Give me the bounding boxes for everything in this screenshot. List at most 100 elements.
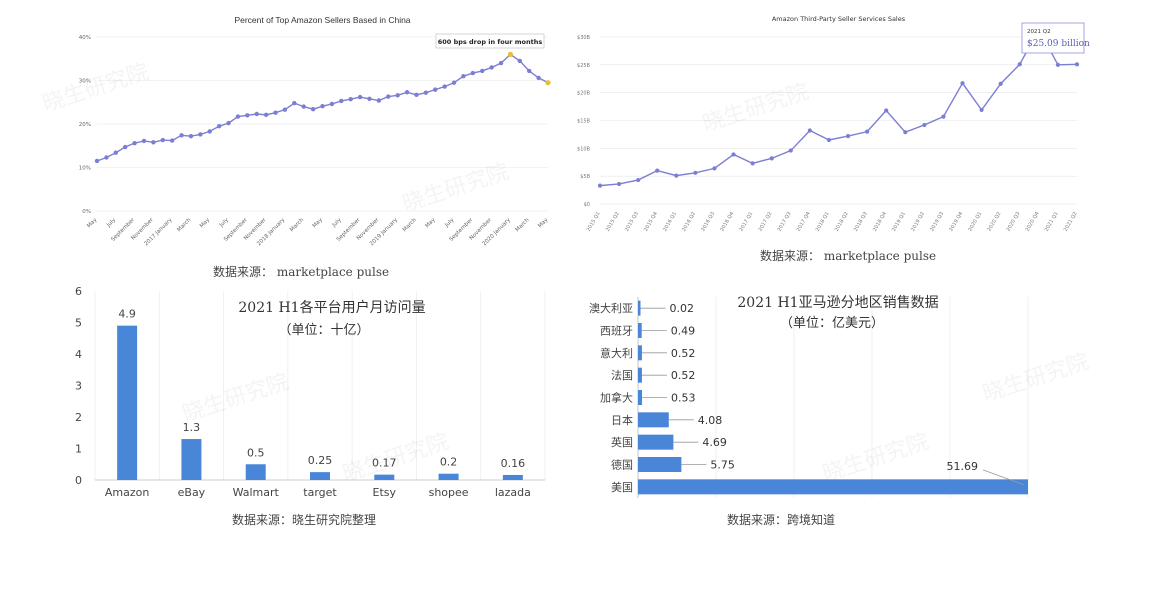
data-point [884,108,889,113]
x-tick-label: 2019 Q1 [891,211,907,233]
y-tick-label: 日本 [611,413,633,427]
x-tick-label: May [537,217,550,230]
regional-sales-svg: 2021 H1亚马逊分地区销售数据 （单位：亿美元） 澳大利亚 0.02 西班牙 0.49… [589,295,1029,498]
data-point [198,132,203,137]
data-point [922,122,927,128]
x-tick-label: Walmart [233,486,280,499]
x-tick-label: 2021 Q1 [1044,211,1060,233]
y-tick-label: 10% [79,166,91,172]
data-point [636,177,641,183]
data-point [1055,62,1061,67]
x-tick-label: 2019 Q3 [929,211,945,233]
data-point [273,110,278,115]
chart-third-party-sales: Amazon Third-Party Seller Services Sales… [570,0,1159,285]
y-tick-label: 澳大利亚 [589,301,633,315]
data-point [104,155,109,160]
y-tick-label: $0 [584,202,590,208]
x-tick-label: eBay [178,486,206,499]
data-point [216,123,222,129]
x-tick-label: 2018 Q1 [815,211,831,233]
bar-value-label: 0.02 [670,302,695,315]
source-note: 数据来源： marketplace pulse [760,249,937,263]
x-tick-label: July [331,217,343,229]
y-tick-label: $20B [577,91,591,97]
data-point [597,183,603,188]
data-point [310,107,316,112]
data-point [357,94,363,100]
bar [638,479,1028,495]
y-tick-label: 法国 [611,368,633,382]
y-tick-label: 3 [75,380,82,393]
source-note: 数据来源：跨境知道 [727,513,836,527]
x-tick-label: March [289,217,305,233]
label-leader [982,469,1025,486]
data-point [160,137,165,143]
bar [438,473,459,480]
x-tick-label: 2020 Q3 [1006,211,1022,233]
y-tick-label: 40% [79,35,91,41]
bar-value-label: 1.3 [183,421,201,434]
data-point [132,140,137,146]
data-point [423,90,429,95]
data-point [113,150,118,155]
x-tick-label: 2020 Q1 [967,211,983,233]
data-point [395,93,400,98]
bar-value-label: 0.49 [671,325,696,338]
y-tick-label: 加拿大 [600,391,633,405]
data-point [122,144,128,150]
x-tick-label: 2015 Q2 [605,211,621,233]
data-point [263,112,269,118]
x-tick-label: 2020 Q2 [986,211,1002,233]
bar [638,345,642,361]
data-point [941,114,946,119]
chart-title: Amazon Third-Party Seller Services Sales [772,15,906,23]
y-tick-label: 20% [79,122,91,128]
data-point [769,156,774,161]
chart-subtitle: （单位：十亿） [278,323,369,338]
y-tick-label: $15B [577,119,591,125]
chart-title: Percent of Top Amazon Sellers Based in C… [234,15,410,25]
y-tick-label: 美国 [611,481,633,494]
x-tick-label: May [424,217,437,230]
bar [638,390,642,405]
source-note: 数据来源：晓生研究院整理 [232,513,377,527]
x-tick-label: 2017 Q1 [738,211,754,233]
x-tick-label: 2019 Q2 [910,211,926,233]
data-point [507,51,514,58]
x-tick-label: 2015 Q1 [586,211,602,233]
chart-subtitle: （单位：亿美元） [780,316,884,331]
annotation-label: 600 bps drop in four months [438,38,543,46]
bar-value-label: 0.52 [671,369,696,382]
data-point [807,128,812,133]
third-party-sales-svg: Amazon Third-Party Seller Services Sales… [577,15,1090,233]
x-tick-label: 2017 Q3 [777,211,793,233]
bar [245,464,266,480]
x-tick-label: July [218,217,230,229]
data-point [674,173,679,178]
platform-visits-svg: 0 1 2 3 4 5 6 2021 H1各平台用户月访问量 （单位：十亿） 4.9 Amazon 1… [75,285,546,499]
data-point [141,138,147,144]
y-tick-label: $25B [577,63,591,69]
bar-value-label: 0.53 [671,392,696,405]
y-tick-label: 0% [82,209,91,215]
data-point [442,84,447,89]
x-tick-label: 2016 Q2 [681,211,697,233]
x-tick-label: 2016 Q1 [662,211,678,233]
data-point [94,158,100,164]
data-point [339,98,344,104]
bar-value-label: 0.25 [308,454,333,467]
data-point [616,181,622,187]
data-point [998,81,1003,86]
bar-value-label: 5.75 [710,459,735,472]
x-tick-label: March [515,217,531,233]
x-tick-label: July [105,217,117,229]
bar-value-label: 0.52 [671,347,696,360]
data-line [599,27,1078,187]
bar [181,439,202,480]
y-tick-label: $5B [580,174,590,180]
y-tick-label: 1 [75,443,82,456]
bar-value-label: 4.9 [118,308,136,321]
data-point [536,75,541,81]
y-tick-label: 0 [75,474,82,487]
x-tick-label: 2018 Q2 [834,211,850,233]
